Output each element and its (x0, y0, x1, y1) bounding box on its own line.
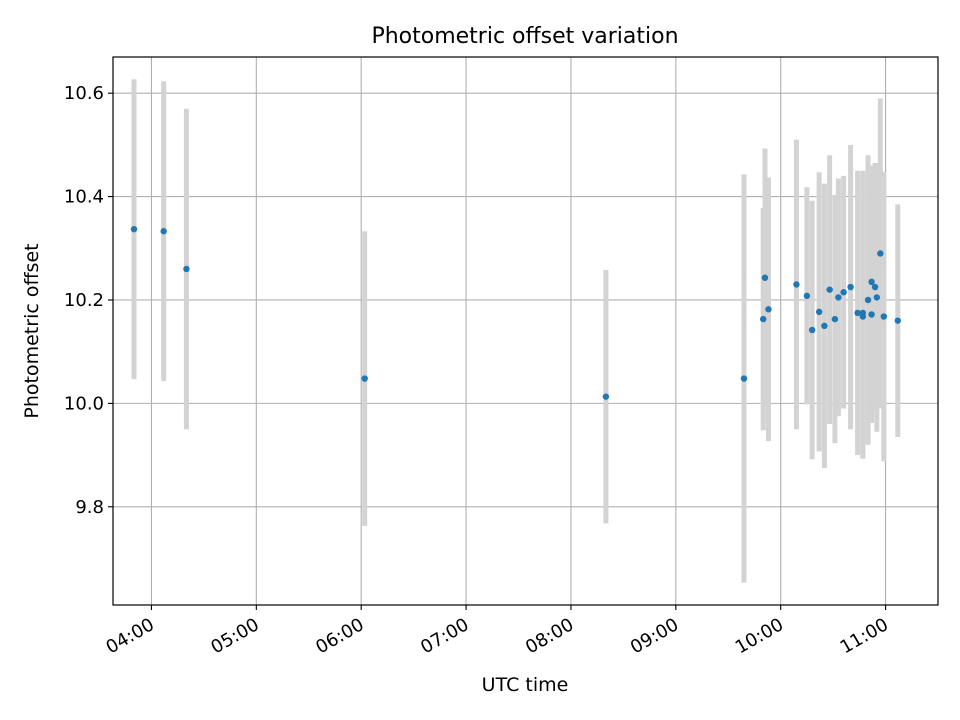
data-point (854, 309, 861, 317)
data-point (826, 286, 833, 293)
data-point (808, 326, 816, 334)
data-point (877, 250, 884, 257)
x-tick-label: 07:00 (417, 614, 472, 658)
x-tick-label: 11:00 (837, 614, 892, 658)
y-tick-label: 10.6 (64, 83, 104, 104)
y-axis-ticks: 9.8 10.0 10.2 10.4 10.6 (64, 83, 113, 518)
x-tick-label: 05:00 (207, 614, 262, 658)
data-point (821, 322, 828, 330)
x-axis-ticks: 04:00 05:00 06:00 07:00 08:00 09:00 10:00 11:00 (103, 605, 892, 658)
data-point (868, 278, 875, 286)
x-axis-label: UTC time (482, 674, 569, 696)
data-point (803, 292, 811, 300)
x-tick-label: 10:00 (732, 614, 787, 658)
y-tick-label: 10.0 (64, 393, 104, 414)
y-axis-label: Photometric offset (21, 243, 43, 418)
data-point (831, 315, 839, 323)
data-point (760, 315, 767, 323)
data-point (847, 283, 854, 291)
data-point (793, 281, 800, 288)
data-point (868, 311, 875, 318)
data-point (835, 294, 842, 301)
data-point (871, 283, 879, 291)
y-tick-label: 10.2 (64, 290, 104, 311)
data-point (361, 375, 368, 382)
x-tick-label: 06:00 (312, 614, 367, 658)
data-point (183, 265, 190, 273)
y-tick-label: 10.4 (64, 187, 104, 208)
x-tick-label: 08:00 (522, 614, 577, 658)
data-point (859, 313, 867, 320)
data-point (880, 313, 888, 320)
plot-frame (112, 56, 939, 606)
data-point (894, 317, 901, 324)
chart-title: Photometric offset variation (371, 24, 678, 49)
grid (113, 57, 938, 605)
data-point (740, 375, 748, 382)
data-point (160, 228, 167, 235)
data-point (761, 274, 769, 281)
data-point (815, 308, 823, 316)
x-tick-label: 04:00 (103, 614, 158, 658)
data-point (873, 294, 881, 301)
y-tick-label: 9.8 (75, 497, 104, 518)
data-point (765, 306, 772, 313)
data-point (130, 225, 138, 233)
data-point (840, 289, 847, 296)
x-tick-label: 09:00 (627, 614, 682, 658)
data-point (864, 296, 872, 304)
data-points (130, 225, 901, 400)
data-point (602, 393, 610, 400)
